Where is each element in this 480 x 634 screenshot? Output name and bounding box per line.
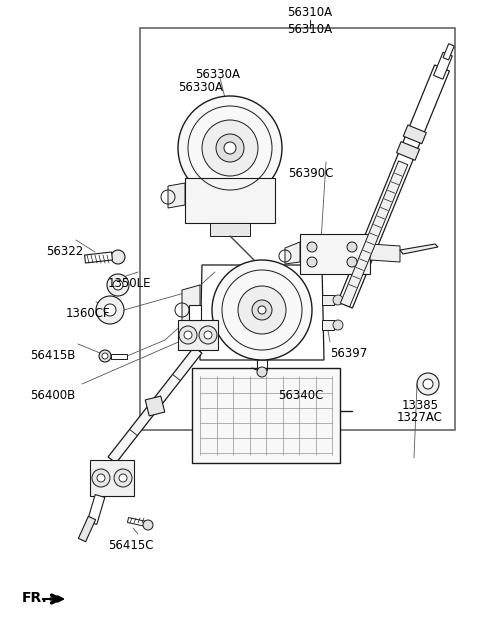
Circle shape — [347, 257, 357, 267]
Polygon shape — [433, 52, 452, 79]
Circle shape — [333, 320, 343, 330]
Text: 56340C: 56340C — [278, 389, 324, 402]
Polygon shape — [396, 141, 420, 160]
Polygon shape — [400, 244, 438, 254]
Text: 56310A: 56310A — [288, 23, 333, 36]
Circle shape — [104, 304, 116, 316]
Polygon shape — [87, 495, 105, 524]
Bar — [140, 28, 455, 430]
Circle shape — [224, 142, 236, 154]
Circle shape — [102, 353, 108, 359]
Circle shape — [202, 120, 258, 176]
Polygon shape — [189, 305, 201, 320]
Polygon shape — [210, 223, 250, 236]
Circle shape — [252, 300, 272, 320]
Polygon shape — [300, 234, 370, 274]
Text: 56390C: 56390C — [288, 167, 334, 180]
Polygon shape — [84, 252, 112, 263]
Text: 56415B: 56415B — [30, 349, 75, 362]
Text: 56330A: 56330A — [195, 67, 240, 81]
Polygon shape — [337, 65, 449, 308]
Circle shape — [238, 286, 286, 334]
Circle shape — [333, 295, 343, 305]
Circle shape — [258, 306, 266, 314]
Circle shape — [113, 280, 123, 290]
Text: 1360CF: 1360CF — [66, 307, 110, 320]
Circle shape — [184, 331, 192, 339]
Polygon shape — [168, 183, 185, 208]
Polygon shape — [370, 244, 400, 262]
Circle shape — [216, 134, 244, 162]
Text: 56415C: 56415C — [108, 539, 154, 552]
Polygon shape — [182, 285, 200, 330]
Bar — [192, 368, 340, 463]
Text: 1350LE: 1350LE — [108, 277, 152, 290]
Polygon shape — [285, 242, 300, 264]
Polygon shape — [185, 178, 275, 223]
Polygon shape — [178, 320, 218, 350]
Text: 56330A: 56330A — [178, 81, 223, 94]
Polygon shape — [128, 517, 146, 526]
Text: 56322: 56322 — [46, 245, 83, 258]
Circle shape — [199, 326, 217, 344]
Polygon shape — [90, 460, 134, 496]
Circle shape — [92, 469, 110, 487]
Circle shape — [111, 250, 125, 264]
Circle shape — [257, 367, 267, 377]
Circle shape — [107, 274, 129, 296]
Circle shape — [417, 373, 439, 395]
Circle shape — [97, 474, 105, 482]
Polygon shape — [443, 44, 454, 60]
Polygon shape — [322, 295, 334, 305]
Polygon shape — [145, 396, 165, 416]
Polygon shape — [322, 320, 334, 330]
Polygon shape — [340, 161, 408, 307]
Circle shape — [178, 96, 282, 200]
Circle shape — [143, 520, 153, 530]
Circle shape — [423, 379, 433, 389]
Circle shape — [96, 296, 124, 324]
Text: 56400B: 56400B — [30, 389, 75, 402]
Text: 56397: 56397 — [330, 347, 367, 360]
Circle shape — [204, 331, 212, 339]
Circle shape — [212, 260, 312, 360]
Circle shape — [179, 326, 197, 344]
Circle shape — [307, 257, 317, 267]
Circle shape — [307, 242, 317, 252]
Circle shape — [99, 350, 111, 362]
Text: FR.: FR. — [22, 591, 48, 605]
Polygon shape — [111, 354, 127, 358]
Text: 56310A: 56310A — [288, 6, 333, 18]
Polygon shape — [108, 347, 202, 463]
Circle shape — [114, 469, 132, 487]
Polygon shape — [78, 516, 96, 541]
Polygon shape — [403, 125, 426, 144]
Circle shape — [119, 474, 127, 482]
Text: 13385: 13385 — [401, 399, 439, 412]
Circle shape — [347, 242, 357, 252]
Text: 1327AC: 1327AC — [397, 411, 443, 424]
